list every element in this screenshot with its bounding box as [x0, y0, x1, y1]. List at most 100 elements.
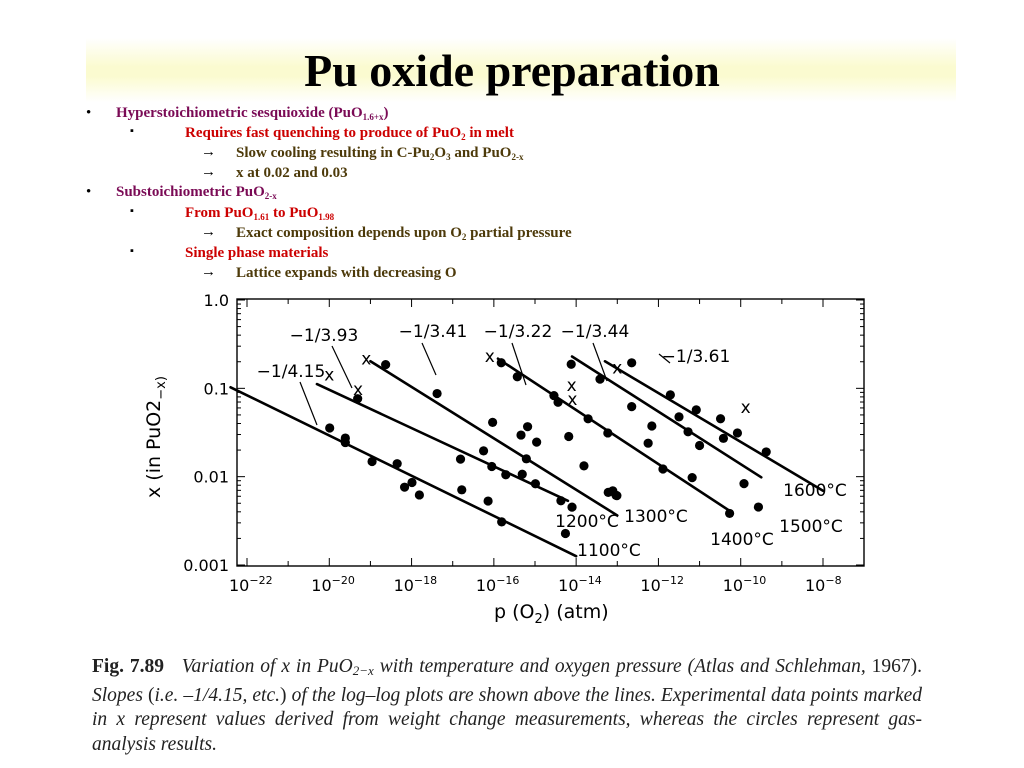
weight-change-point: x [324, 366, 334, 386]
gas-analysis-point [532, 437, 542, 447]
gas-analysis-point [553, 397, 563, 407]
square-marker: ▪ [130, 125, 134, 137]
gas-analysis-point [353, 394, 363, 404]
gas-analysis-point [407, 477, 417, 488]
gas-analysis-point [691, 405, 701, 415]
arrow-icon: → [201, 224, 216, 240]
weight-change-point: x [567, 390, 577, 410]
slope-label: −1/3.44 [561, 322, 630, 342]
weight-change-point: x [485, 347, 495, 367]
temperature-label: 1300°C [624, 507, 688, 527]
gas-analysis-point [761, 447, 771, 457]
slope-leader-line [511, 342, 527, 386]
gas-analysis-point [521, 454, 531, 464]
gas-analysis-point [687, 473, 697, 483]
y-tick-label: 1.0 [204, 291, 229, 310]
x-tick-label: 10−14 [558, 574, 602, 595]
gas-analysis-point [392, 459, 402, 469]
slope-label: −1/3.22 [484, 322, 553, 342]
x-tick-label: 10−18 [394, 574, 438, 595]
weight-change-point: x [567, 376, 577, 396]
gas-analysis-point [579, 461, 589, 471]
gas-analysis-point [739, 479, 749, 489]
gas-analysis-point [566, 359, 576, 369]
gas-analysis-point [549, 390, 559, 401]
slope-leader-line [592, 342, 608, 382]
temperature-label: 1200°C [555, 512, 619, 532]
slide-title: Pu oxide preparation [304, 45, 720, 96]
plot-frame [236, 298, 865, 567]
slope-leader-line [299, 381, 318, 426]
gas-analysis-point [478, 446, 489, 456]
slope-leader-line [331, 345, 353, 389]
arrow-icon: → [201, 144, 216, 160]
title-band [86, 38, 956, 102]
gas-analysis-point [583, 414, 593, 424]
y-tick-label: 0.001 [183, 556, 229, 575]
x-tick-label: 10−8 [805, 574, 842, 595]
bullet-single-phase: Single phase materials [185, 245, 329, 261]
gas-analysis-point [488, 417, 498, 427]
y-tick-label: 0.01 [193, 468, 229, 487]
gas-analysis-point [725, 508, 735, 519]
gas-analysis-point [516, 430, 526, 440]
x-tick-label: 10−10 [723, 574, 767, 595]
gas-analysis-point [455, 454, 466, 464]
fit-line-1400°C [496, 357, 734, 515]
gas-analysis-point [603, 428, 613, 438]
gas-analysis-point [715, 414, 726, 424]
gas-analysis-point [560, 528, 571, 539]
gas-analysis-point [627, 358, 637, 368]
gas-analysis-point [512, 372, 522, 382]
bullet-marker: • [86, 184, 92, 200]
slope-leader-line [421, 342, 437, 376]
gas-analysis-point [694, 440, 705, 451]
x-tick-label: 10−22 [229, 574, 273, 595]
gas-analysis-point [643, 438, 653, 448]
temperature-label: 1500°C [779, 517, 843, 537]
gas-analysis-point [367, 456, 377, 467]
figure-caption: Fig. 7.89 Variation of x in PuO2−x with … [92, 656, 923, 755]
gas-analysis-point [399, 482, 410, 492]
gas-analysis-point [517, 469, 527, 479]
chart-labels: 10−22 10−20 10−18 10−16 10−14 10−12 10−10 10−8 1… [143, 291, 847, 627]
weight-change-point: x [741, 398, 751, 418]
gas-analysis-point [647, 421, 657, 431]
gas-analysis-point [732, 428, 743, 438]
gas-analysis-point [496, 358, 506, 368]
gas-analysis-point [340, 437, 350, 448]
figure-number: Fig. 7.89 [92, 656, 164, 677]
plot-border [236, 298, 865, 567]
gas-analysis-point [414, 490, 424, 500]
gas-analysis-point [674, 412, 684, 422]
gas-analysis-point [325, 423, 335, 433]
weight-change-point: x [361, 349, 371, 369]
gas-analysis-point [611, 490, 621, 500]
slope-label: −1/4.15 [257, 362, 326, 382]
axis-ticks [237, 299, 864, 566]
gas-analysis-point [658, 464, 668, 474]
gas-analysis-point [530, 479, 541, 489]
gas-analysis-point [627, 402, 637, 412]
bullet-fast-quenching: Requires fast quenching to produce of Pu… [185, 125, 514, 142]
slope-label: −1/3.93 [290, 326, 359, 346]
bullet-hyperstoichiometric: Hyperstoichiometric sesquioxide (PuO1.6+… [116, 105, 389, 122]
temperature-label: 1600°C [783, 481, 847, 501]
x-tick-label: 10−16 [476, 574, 520, 595]
x-axis-label: p (O2) (atm) [494, 601, 609, 627]
weight-change-point: x [353, 380, 363, 400]
temperature-label: 1100°C [577, 541, 641, 561]
gas-analysis-point [501, 470, 511, 480]
gas-analysis-point [718, 433, 729, 443]
slope-leader-line [658, 353, 671, 364]
fit-line-1100°C [229, 385, 578, 558]
square-marker: ▪ [130, 245, 134, 257]
fit-line-1600°C [603, 360, 825, 493]
gas-analysis-point [683, 427, 693, 437]
gas-analysis-point [522, 422, 533, 432]
fit-line-1300°C [369, 359, 619, 517]
x-tick-label: 10−12 [640, 574, 684, 595]
gas-analysis-point [567, 502, 577, 512]
